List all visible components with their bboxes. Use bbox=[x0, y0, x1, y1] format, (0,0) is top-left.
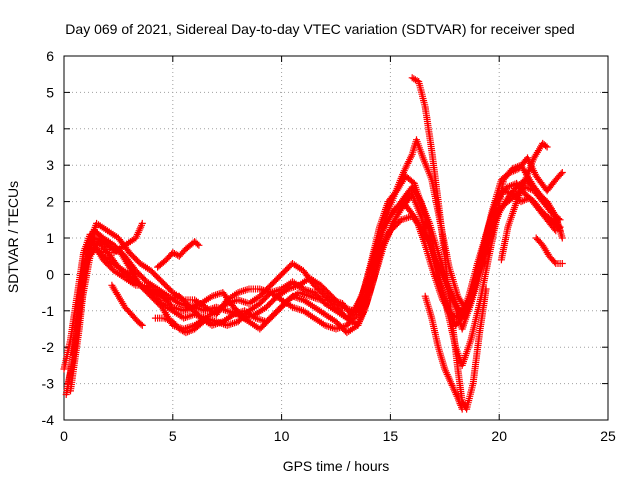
y-tick-label: 4 bbox=[46, 121, 54, 137]
series-track-9 bbox=[151, 314, 207, 337]
x-axis-ticks: 0 5 10 15 20 25 bbox=[60, 56, 616, 444]
series-markers bbox=[532, 234, 566, 267]
data-series bbox=[60, 74, 566, 413]
series-markers bbox=[408, 74, 490, 413]
series-track-10 bbox=[154, 238, 203, 271]
series-markers bbox=[108, 281, 146, 329]
y-tick-label: 1 bbox=[46, 230, 54, 246]
y-tick-label: 0 bbox=[46, 266, 54, 282]
x-tick-label: 5 bbox=[169, 428, 177, 444]
series-markers bbox=[73, 219, 146, 315]
series-markers bbox=[497, 139, 551, 264]
x-tick-label: 15 bbox=[383, 428, 399, 444]
series-track-12 bbox=[421, 292, 466, 413]
x-tick-label: 20 bbox=[491, 428, 507, 444]
y-axis-label: SDTVAR / TECUs bbox=[5, 181, 21, 293]
series-track-7 bbox=[73, 219, 146, 315]
series-track-14 bbox=[532, 234, 566, 267]
x-axis-label: GPS time / hours bbox=[283, 458, 390, 474]
y-tick-label: -2 bbox=[42, 339, 55, 355]
y-tick-label: 5 bbox=[46, 84, 54, 100]
series-markers bbox=[421, 292, 466, 413]
series-markers bbox=[151, 314, 207, 337]
x-tick-label: 25 bbox=[600, 428, 616, 444]
series-track-13 bbox=[497, 139, 551, 264]
chart-title: Day 069 of 2021, Sidereal Day-to-day VTE… bbox=[65, 21, 574, 37]
y-tick-label: 2 bbox=[46, 194, 54, 210]
y-tick-label: 6 bbox=[46, 48, 54, 64]
series-track-8 bbox=[108, 281, 146, 329]
series-track-11 bbox=[408, 74, 490, 413]
y-axis-ticks: -4 -3 -2 -1 0 1 2 3 4 5 6 bbox=[42, 48, 608, 428]
y-tick-label: 3 bbox=[46, 157, 54, 173]
y-tick-label: -3 bbox=[42, 376, 55, 392]
x-tick-label: 0 bbox=[60, 428, 68, 444]
y-tick-label: -4 bbox=[42, 412, 55, 428]
series-markers bbox=[154, 238, 203, 271]
y-tick-label: -1 bbox=[42, 303, 55, 319]
x-tick-label: 10 bbox=[274, 428, 290, 444]
